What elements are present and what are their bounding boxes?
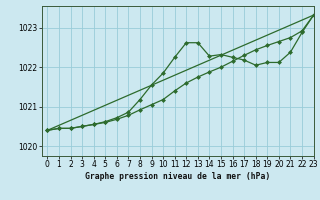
X-axis label: Graphe pression niveau de la mer (hPa): Graphe pression niveau de la mer (hPa)	[85, 172, 270, 181]
